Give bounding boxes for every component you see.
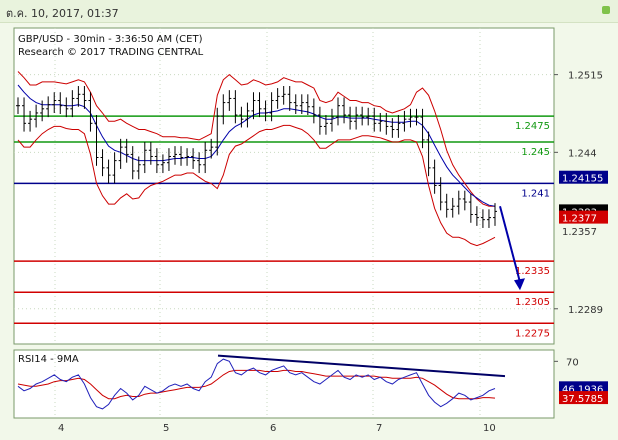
menu-square-icon[interactable]	[602, 6, 610, 14]
bollinger-lower-line	[17, 124, 496, 247]
rsi-trendline	[217, 354, 506, 378]
x-tick-label: 7	[376, 423, 382, 434]
level-label-support: 1.2305	[515, 297, 550, 308]
y-tick-label: 1.2289	[568, 305, 603, 316]
level-label-pivot: 1.241	[521, 188, 550, 199]
rsi-badge	[559, 381, 608, 395]
x-tick-label: 6	[270, 423, 276, 434]
level-label-support: 1.2275	[515, 328, 550, 339]
price-badge	[559, 170, 608, 184]
rsi-tick-label: 70	[566, 357, 579, 368]
partial-price-label: 1.2357	[562, 227, 597, 238]
level-label-support: 1.2335	[515, 266, 550, 277]
price-panel	[13, 27, 555, 345]
y-tick-label: 1.244	[568, 148, 597, 159]
rsi-title: RSI14 - 9MA	[18, 354, 79, 365]
price-badge-label: 1.24155	[562, 174, 603, 185]
chart-subtitle: Research © 2017 TRADING CENTRAL	[18, 47, 204, 58]
bollinger-upper-line	[17, 71, 495, 207]
forecast-arrow	[499, 205, 521, 283]
rsi-line	[17, 358, 496, 410]
price-badge	[559, 210, 608, 224]
rsi-badge-label: 46.1936	[562, 384, 603, 395]
x-tick-label: 4	[58, 423, 64, 434]
chart-title: GBP/USD - 30min - 3:36:50 AM (CET)	[18, 34, 203, 45]
chart-header-bar: ต.ค. 10, 2017, 01:37	[0, 0, 618, 23]
header-timestamp: ต.ค. 10, 2017, 01:37	[6, 7, 119, 20]
rsi-badge-label: 37.5785	[562, 394, 603, 405]
y-tick-label: 1.2515	[568, 71, 603, 82]
x-tick-label: 10	[483, 423, 496, 434]
rsi-badge	[559, 391, 608, 405]
forecast-arrow-head	[514, 278, 525, 291]
x-tick-label: 5	[163, 423, 169, 434]
price-badge-label: 1.2377	[562, 214, 597, 225]
level-label-resistance: 1.2475	[515, 121, 550, 132]
level-label-resistance: 1.245	[521, 147, 550, 158]
moving-average-line	[17, 84, 496, 207]
